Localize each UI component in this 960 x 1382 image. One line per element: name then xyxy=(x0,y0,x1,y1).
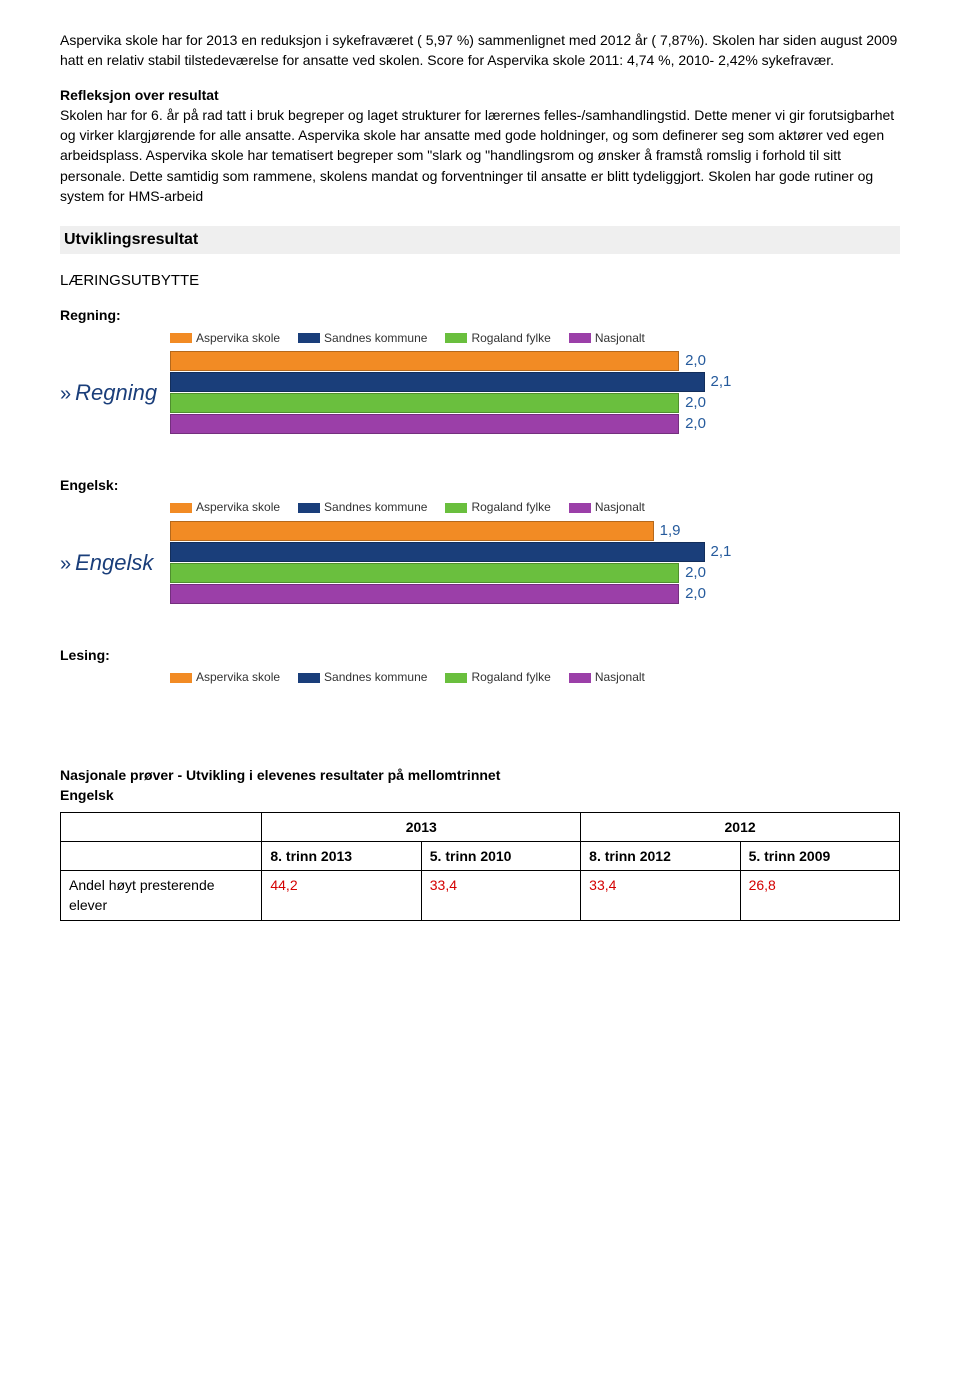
legend-item: Aspervika skole xyxy=(170,330,280,347)
table-header-year: 2012 xyxy=(581,812,900,841)
table-col-header: 5. trinn 2010 xyxy=(421,841,580,870)
table-header-blank xyxy=(61,841,262,870)
paragraph-1: Aspervika skole har for 2013 en reduksjo… xyxy=(60,30,900,71)
bar-row: 2,0 xyxy=(170,393,900,413)
chevron-icon: » xyxy=(60,553,71,575)
table-header-blank xyxy=(61,812,262,841)
legend-engelsk: Aspervika skole Sandnes kommune Rogaland f… xyxy=(60,499,900,516)
bar xyxy=(170,372,705,392)
bar-value-label: 2,0 xyxy=(685,413,706,435)
legend-item: Nasjonalt xyxy=(569,330,645,347)
legend-item: Aspervika skole xyxy=(170,499,280,516)
chart-regning: »Regning 2,02,12,02,0 xyxy=(60,351,900,435)
legend-item: Sandnes kommune xyxy=(298,330,427,347)
legend-swatch xyxy=(569,673,591,683)
legend-swatch xyxy=(170,503,192,513)
bar-row: 2,1 xyxy=(170,542,900,562)
bar-value-label: 1,9 xyxy=(660,520,681,542)
paragraph-2: Skolen har for 6. år på rad tatt i bruk … xyxy=(60,107,894,204)
bar-row: 2,0 xyxy=(170,351,900,371)
legend-item: Sandnes kommune xyxy=(298,669,427,686)
legend-item: Rogaland fylke xyxy=(445,330,550,347)
chart-title-engelsk: Engelsk: xyxy=(60,475,900,495)
table-header-year: 2013 xyxy=(262,812,581,841)
bar-value-label: 2,0 xyxy=(685,583,706,605)
table-cell: 26,8 xyxy=(740,871,899,921)
legend-item: Rogaland fylke xyxy=(445,669,550,686)
legend-swatch xyxy=(445,673,467,683)
legend-regning: Aspervika skole Sandnes kommune Rogaland f… xyxy=(60,330,900,347)
legend-item: Rogaland fylke xyxy=(445,499,550,516)
chart-title-regning: Regning: xyxy=(60,305,900,325)
legend-item: Sandnes kommune xyxy=(298,499,427,516)
bar xyxy=(170,351,679,371)
legend-swatch xyxy=(298,673,320,683)
reflection-block: Refleksjon over resultat Skolen har for … xyxy=(60,85,900,207)
table-row: 8. trinn 2013 5. trinn 2010 8. trinn 201… xyxy=(61,841,900,870)
bar-value-label: 2,1 xyxy=(711,541,732,563)
table-cell: 33,4 xyxy=(581,871,740,921)
legend-swatch xyxy=(445,503,467,513)
chart-ylabel-engelsk: »Engelsk xyxy=(60,547,170,579)
table-row: Andel høyt presterende elever 44,2 33,4 … xyxy=(61,871,900,921)
section-utviklingsresultat: Utviklingsresultat xyxy=(60,226,900,253)
results-table: 2013 2012 8. trinn 2013 5. trinn 2010 8.… xyxy=(60,812,900,921)
legend-swatch xyxy=(298,333,320,343)
bar xyxy=(170,563,679,583)
legend-lesing: Aspervika skole Sandnes kommune Rogaland f… xyxy=(60,669,900,686)
table-col-header: 8. trinn 2013 xyxy=(262,841,421,870)
bar-row: 2,0 xyxy=(170,414,900,434)
bar-row: 2,1 xyxy=(170,372,900,392)
legend-item: Nasjonalt xyxy=(569,499,645,516)
subhead-laeringsutbytte: LÆRINGSUTBYTTE xyxy=(60,270,900,292)
bar-value-label: 2,0 xyxy=(685,350,706,372)
bar xyxy=(170,393,679,413)
table-row-label: Andel høyt presterende elever xyxy=(61,871,262,921)
bar-value-label: 2,0 xyxy=(685,562,706,584)
legend-swatch xyxy=(298,503,320,513)
bar xyxy=(170,521,654,541)
legend-swatch xyxy=(569,503,591,513)
bar-row: 1,9 xyxy=(170,521,900,541)
table-title: Nasjonale prøver - Utvikling i elevenes … xyxy=(60,766,900,805)
chart-engelsk: »Engelsk 1,9 2,12,02,0 xyxy=(60,521,900,605)
chart-title-lesing: Lesing: xyxy=(60,645,900,665)
bar xyxy=(170,414,679,434)
chevron-icon: » xyxy=(60,383,71,405)
table-col-header: 5. trinn 2009 xyxy=(740,841,899,870)
legend-item: Nasjonalt xyxy=(569,669,645,686)
chart-ylabel-regning: »Regning xyxy=(60,377,170,409)
legend-swatch xyxy=(445,333,467,343)
reflection-heading: Refleksjon over resultat xyxy=(60,87,219,103)
bar xyxy=(170,542,705,562)
table-row: 2013 2012 xyxy=(61,812,900,841)
bar xyxy=(170,584,679,604)
legend-swatch xyxy=(569,333,591,343)
legend-item: Aspervika skole xyxy=(170,669,280,686)
legend-swatch xyxy=(170,333,192,343)
legend-swatch xyxy=(170,673,192,683)
table-col-header: 8. trinn 2012 xyxy=(581,841,740,870)
bar-value-label: 2,1 xyxy=(711,371,732,393)
bar-row: 2,0 xyxy=(170,563,900,583)
bar-value-label: 2,0 xyxy=(685,392,706,414)
bar-row: 2,0 xyxy=(170,584,900,604)
table-cell: 44,2 xyxy=(262,871,421,921)
table-cell: 33,4 xyxy=(421,871,580,921)
